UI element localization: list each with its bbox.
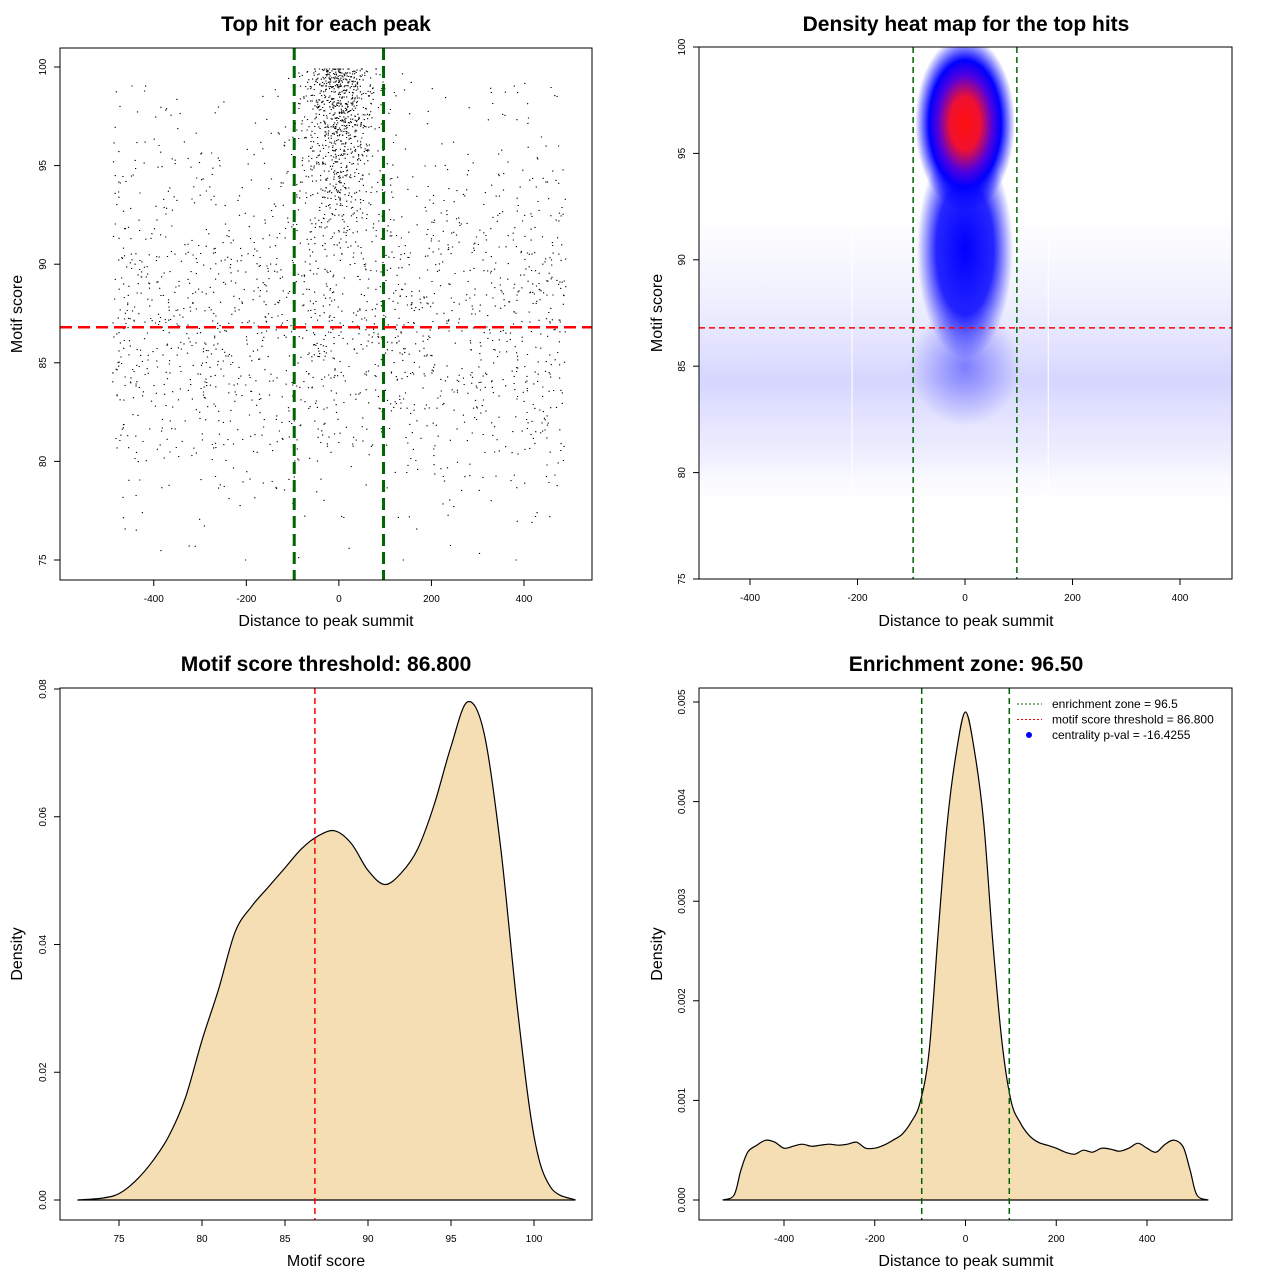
legend-label: enrichment zone = 96.5: [1052, 697, 1178, 711]
legend-label: centrality p-val = -16.4255: [1052, 728, 1191, 742]
y-tick-label: 0.003: [677, 888, 688, 913]
x-axis-label: Motif score: [287, 1253, 365, 1270]
panel-score-density: Motif score threshold: 86.800 Motif score…: [9, 653, 593, 1270]
plot-frame: [59, 687, 593, 1221]
panel-heatmap: Density heat map for the top hits Distanc…: [649, 13, 1233, 630]
heatmap-cells: [699, 47, 1232, 579]
x-axis-label: Distance to peak summit: [878, 613, 1054, 630]
chart-title: Motif score threshold: 86.800: [181, 653, 472, 676]
x-tick-label: 200: [423, 594, 440, 605]
legend: enrichment zone = 96.5 motif score thresh…: [1017, 697, 1214, 742]
y-tick-label: 80: [38, 455, 49, 467]
scatter-point: [112, 68, 567, 561]
x-tick-label: 90: [362, 1234, 374, 1245]
chart-title: Density heat map for the top hits: [803, 13, 1130, 36]
y-tick-label: 95: [677, 147, 688, 159]
x-tick-label: 400: [516, 594, 533, 605]
y-tick-label: 100: [38, 58, 49, 75]
x-tick-label: 80: [196, 1234, 208, 1245]
x-tick-label: -400: [144, 594, 164, 605]
y-tick-label: 85: [38, 357, 49, 369]
x-tick-label: 0: [962, 593, 968, 604]
y-tick-label: 0.004: [677, 789, 688, 814]
y-axis-label: Motif score: [9, 275, 26, 353]
y-tick-label: 0.06: [38, 807, 49, 827]
chart-title: Enrichment zone: 96.50: [849, 653, 1084, 676]
y-tick-label: 85: [677, 360, 688, 372]
panel-scatter: Top hit for each peak Distance to peak su…: [9, 13, 593, 630]
y-tick-label: 100: [677, 38, 688, 55]
panel-distance-density: Enrichment zone: 96.50 Distance to peak s…: [649, 653, 1233, 1270]
y-tick-label: 75: [677, 573, 688, 585]
y-tick-label: 0.04: [38, 934, 49, 954]
x-tick-label: -200: [865, 1234, 885, 1245]
x-tick-label: -400: [740, 593, 760, 604]
density-fill: [722, 712, 1209, 1200]
y-tick-label: 0.002: [677, 988, 688, 1013]
y-tick-label: 80: [677, 467, 688, 479]
x-tick-label: -200: [847, 593, 867, 604]
x-axis-label: Distance to peak summit: [878, 1253, 1054, 1270]
y-tick-label: 0.02: [38, 1062, 49, 1082]
x-tick-label: -200: [236, 594, 256, 605]
x-tick-label: 200: [1064, 593, 1081, 604]
x-tick-label: 95: [445, 1234, 457, 1245]
y-tick-label: 0.005: [677, 689, 688, 714]
density-area: [722, 711, 1209, 1201]
x-tick-label: 75: [113, 1234, 125, 1245]
x-tick-label: 400: [1172, 593, 1189, 604]
y-axis-label: Density: [649, 927, 666, 980]
legend-label: motif score threshold = 86.800: [1052, 713, 1214, 727]
y-tick-label: 0.000: [677, 1187, 688, 1212]
y-tick-label: 90: [38, 258, 49, 270]
x-tick-label: 100: [526, 1234, 543, 1245]
x-tick-label: -400: [774, 1234, 794, 1245]
density-area: [77, 700, 576, 1201]
y-tick-label: 75: [38, 554, 49, 566]
x-tick-label: 0: [336, 594, 342, 605]
y-axis-label: Density: [9, 927, 26, 980]
y-axis-label: Motif score: [649, 274, 666, 352]
density-curve: [722, 711, 1209, 1201]
chart-title: Top hit for each peak: [221, 13, 431, 36]
density-fill: [77, 701, 576, 1200]
x-tick-label: 0: [963, 1234, 969, 1245]
y-tick-label: 95: [38, 160, 49, 172]
y-tick-label: 0.08: [38, 679, 49, 699]
x-tick-label: 200: [1048, 1234, 1065, 1245]
y-tick-label: 90: [677, 254, 688, 266]
y-tick-label: 0.001: [677, 1087, 688, 1112]
x-tick-label: 85: [279, 1234, 291, 1245]
y-tick-label: 0.00: [38, 1190, 49, 1210]
heatmap-peak: [915, 47, 1015, 212]
legend-dot: [1026, 732, 1032, 738]
density-curve: [77, 700, 576, 1201]
x-tick-label: 400: [1139, 1234, 1156, 1245]
plot-frame: [59, 47, 593, 581]
scatter-points: [112, 68, 567, 561]
x-axis-label: Distance to peak summit: [238, 613, 414, 630]
